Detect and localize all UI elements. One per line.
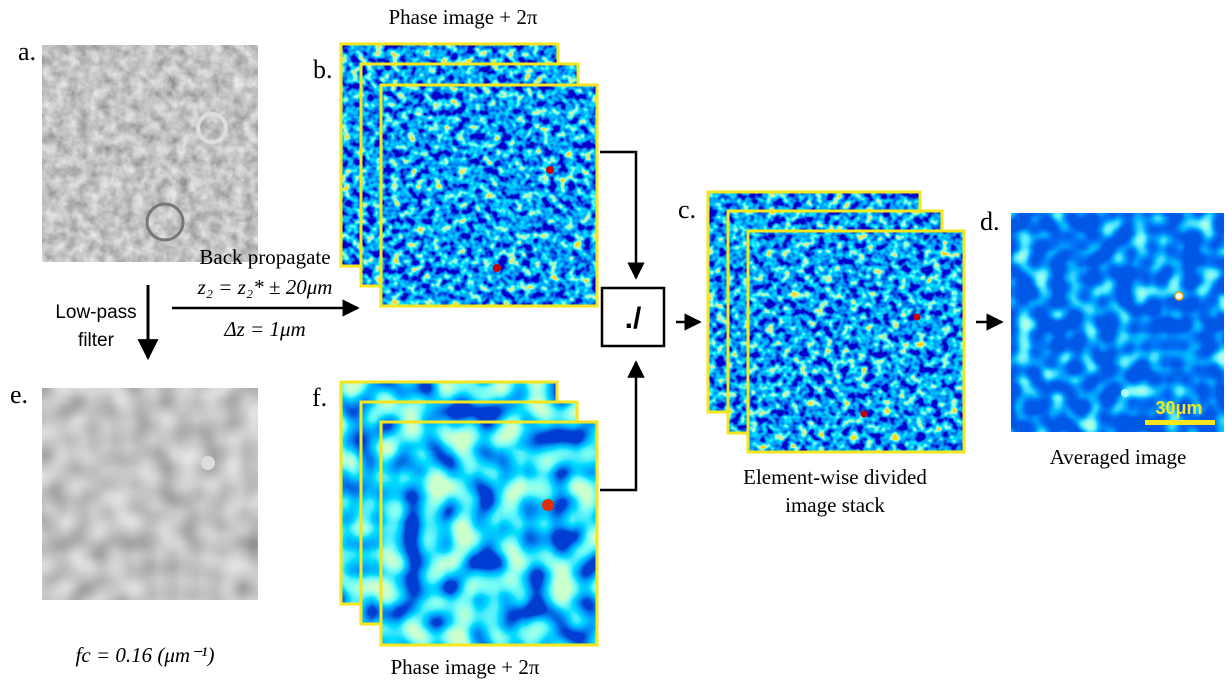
filtered-image (42, 388, 258, 600)
particle-spot (546, 166, 554, 174)
arrow (600, 152, 636, 278)
arrow-label: Δz = 1μm (223, 317, 305, 341)
particle-spot (1121, 389, 1129, 397)
panel-label: f. (312, 383, 327, 412)
image-caption: Averaged image (1050, 445, 1187, 469)
divided-image (748, 231, 964, 452)
cutoff-caption: fc = 0.16 (μm⁻¹) (76, 643, 215, 667)
panel-label: a. (18, 37, 36, 66)
stack-caption: Phase image + 2π (389, 5, 538, 29)
particle-spot (914, 314, 921, 321)
particle-spot (493, 264, 501, 272)
particle-spot (542, 499, 554, 511)
stack-caption: image stack (785, 493, 885, 517)
particle-spot (1175, 292, 1183, 300)
phase-image (381, 422, 597, 645)
phase-image (381, 85, 597, 306)
operator: ./ (625, 302, 642, 335)
panel-label: b. (313, 55, 333, 84)
arrow-label: Back propagate (199, 245, 330, 269)
arrow-label: z₂ = z₂* ± 20μm (197, 275, 333, 299)
particle-spot (861, 411, 868, 418)
arrow-label: filter (78, 330, 115, 351)
panel-label: c. (678, 195, 696, 224)
panel-label: d. (980, 207, 1000, 236)
particle-spot (201, 456, 215, 470)
stack-caption: Phase image + 2π (391, 655, 540, 679)
figure: a. e. fc = 0.16 (μm⁻¹) Low-pass filter B… (0, 0, 1232, 682)
panel-label: e. (10, 380, 28, 409)
scalebar-label: 30μm (1155, 398, 1202, 418)
scalebar (1145, 420, 1215, 425)
arrow (600, 362, 636, 490)
stack-caption: Element-wise divided (743, 465, 927, 489)
arrow-label: Low-pass (55, 302, 136, 323)
